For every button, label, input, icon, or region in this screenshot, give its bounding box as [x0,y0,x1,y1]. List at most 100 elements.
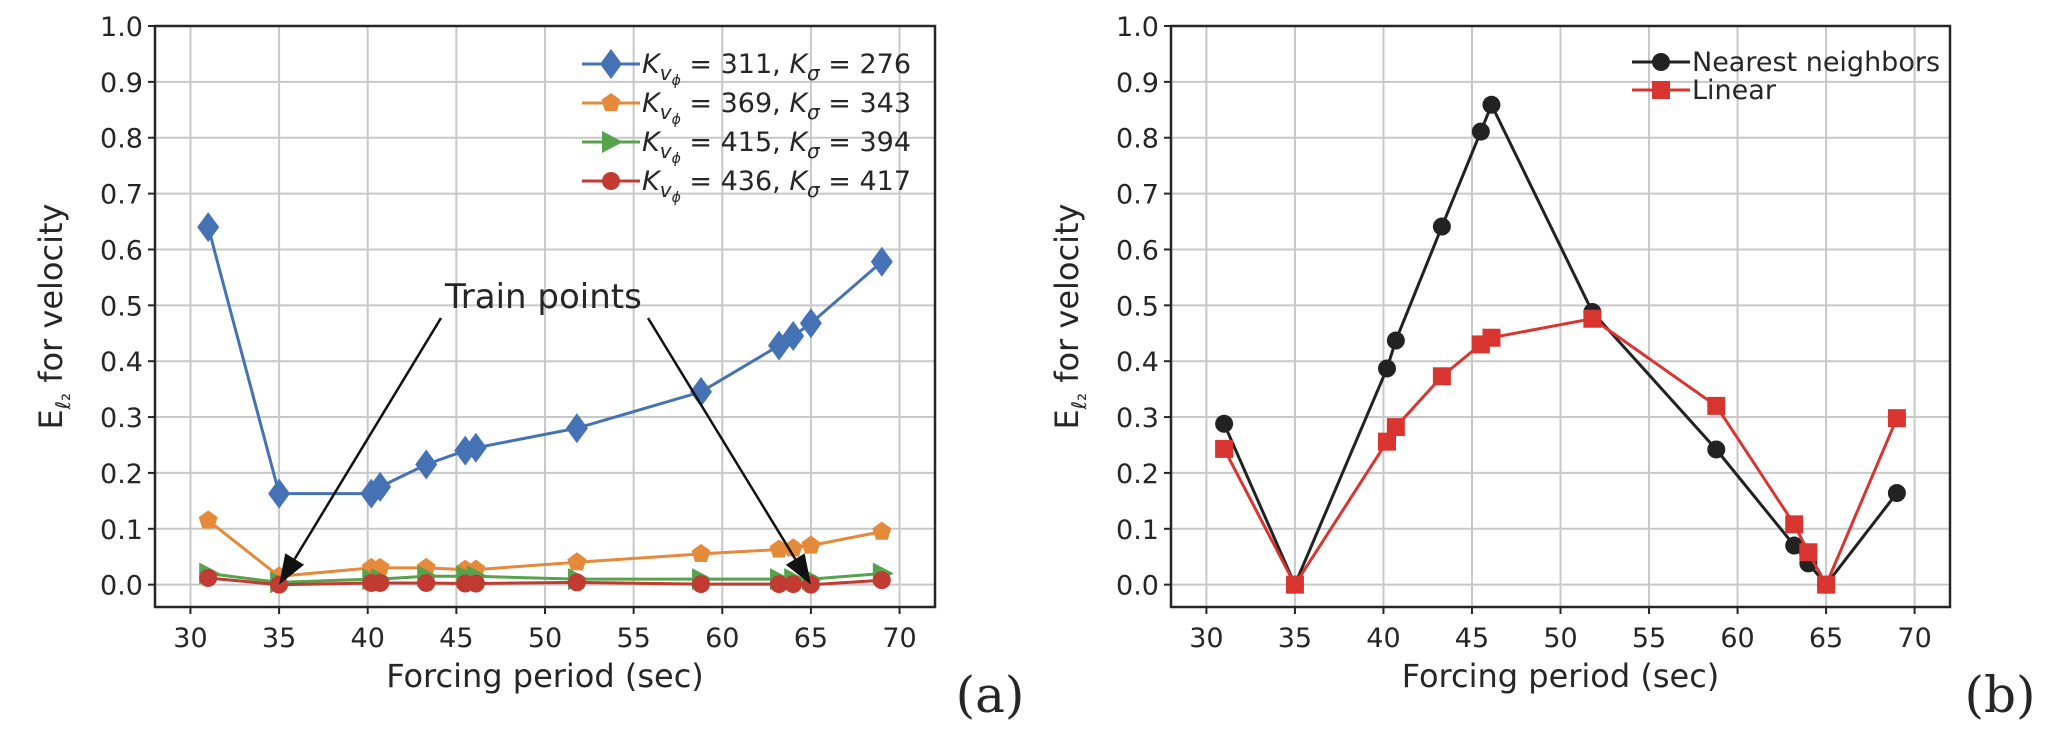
data-point [1377,359,1396,378]
x-tick-label: 60 [1720,623,1754,654]
legend-marker [602,172,620,190]
y-tick-label: 0.0 [1116,571,1159,602]
x-tick-label: 35 [262,623,296,654]
data-point [464,432,487,463]
legend-marker [600,49,622,79]
data-point [1386,331,1405,350]
data-point [1285,575,1304,594]
data-point [567,552,587,571]
x-tick-label: 60 [705,623,739,654]
data-point [870,246,893,277]
annotation-arrowhead [785,553,811,585]
data-point [690,376,712,407]
x-tick-label: 30 [1189,623,1223,654]
data-point [197,212,220,243]
y-tick-label: 0.6 [100,235,143,266]
y-tick-label: 0.5 [1116,291,1159,322]
x-tick-label: 70 [1897,623,1931,654]
data-point [1799,543,1818,562]
data-point [417,573,436,592]
y-tick-label: 0.3 [100,403,143,434]
data-point [1817,575,1836,594]
data-point [1482,328,1501,347]
x-tick-label: 35 [1278,623,1312,654]
x-tick-label: 55 [1632,623,1666,654]
y-tick-label: 0.8 [1116,124,1159,155]
y-tick-label: 0.9 [1116,68,1159,99]
data-point [567,573,586,592]
legend-marker [1652,81,1670,99]
x-tick-label: 45 [439,623,473,654]
data-point [872,571,891,590]
data-point [770,575,788,594]
y-tick-label: 0.8 [100,124,143,155]
annotation-arrow-line [293,317,443,560]
data-point [1707,396,1726,415]
x-tick-label: 40 [1366,623,1400,654]
data-point [466,574,485,593]
x-tick-label: 65 [1809,623,1843,654]
x-tick-label: 45 [1455,623,1489,654]
legend-label: Kvϕ = 369, Kσ = 343 [642,88,911,128]
data-point [1386,418,1405,437]
grid [155,25,935,607]
data-point [1785,515,1804,534]
grid [1171,25,1950,607]
x-tick-label: 65 [794,623,828,654]
x-tick-label: 40 [351,623,385,654]
legend-label: Nearest neighbors [1692,47,1940,78]
y-tick-label: 1.0 [1116,12,1159,43]
y-tick-label: 0.4 [100,347,143,378]
data-point [801,535,821,554]
panel-a: 30 35 40 45 50 55 60 65 70 0.0 0.1 0.2 0.3 0.4 0.5 0.6 0… [32,12,1024,724]
data-point [199,568,218,587]
data-point [268,478,291,509]
data-point [1482,95,1501,114]
x-axis-label: Forcing period (sec) [386,657,704,695]
data-point [1785,536,1804,555]
data-point [872,521,892,540]
x-tick-label: 55 [616,623,650,654]
legend-marker [601,93,621,112]
data-point [1887,409,1906,428]
data-point [782,321,805,352]
y-tick-label: 0.3 [1116,403,1159,434]
data-point [369,471,392,502]
y-tick-label: 1.0 [100,12,143,43]
x-tick-label: 30 [173,623,207,654]
y-tick-label: 0.2 [1116,459,1159,490]
data-point [692,575,710,594]
data-point [198,510,218,529]
annotation-text: Train points [444,277,642,317]
data-point [1583,309,1602,328]
x-tick-label: 50 [528,623,562,654]
legend-marker [602,131,623,153]
annotation: Train points [279,277,811,585]
panel-b: 30 35 40 45 50 55 60 65 70 0.0 0.1 0.2 0.3 0.4 0.5 0.6 0… [1048,12,2036,724]
data-point [565,413,588,444]
legend-marker [1652,53,1670,71]
data-point [769,539,789,558]
x-tick-label: 70 [882,623,916,654]
x-tick-label: 50 [1543,623,1577,654]
data-point [371,573,390,592]
legend-label: Linear [1692,75,1777,106]
y-tick-label: 0.9 [100,68,143,99]
data-point [1707,440,1726,459]
data-point [1432,217,1451,236]
series-1 [1215,309,1906,594]
y-axis-label: Eℓ₂ for velocity [32,204,75,430]
annotation-arrowhead [279,553,305,585]
data-point [1471,122,1490,141]
annotation-arrow-line [646,317,797,560]
panel-label: (a) [956,666,1025,724]
data-point [1887,484,1906,503]
y-tick-label: 0.1 [100,515,143,546]
y-tick-label: 0.7 [100,180,143,211]
y-axis-label: Eℓ₂ for velocity [1048,204,1091,430]
data-point [1215,414,1234,433]
series-0 [197,212,893,509]
legend-label: Kvϕ = 436, Kσ = 417 [642,166,911,206]
